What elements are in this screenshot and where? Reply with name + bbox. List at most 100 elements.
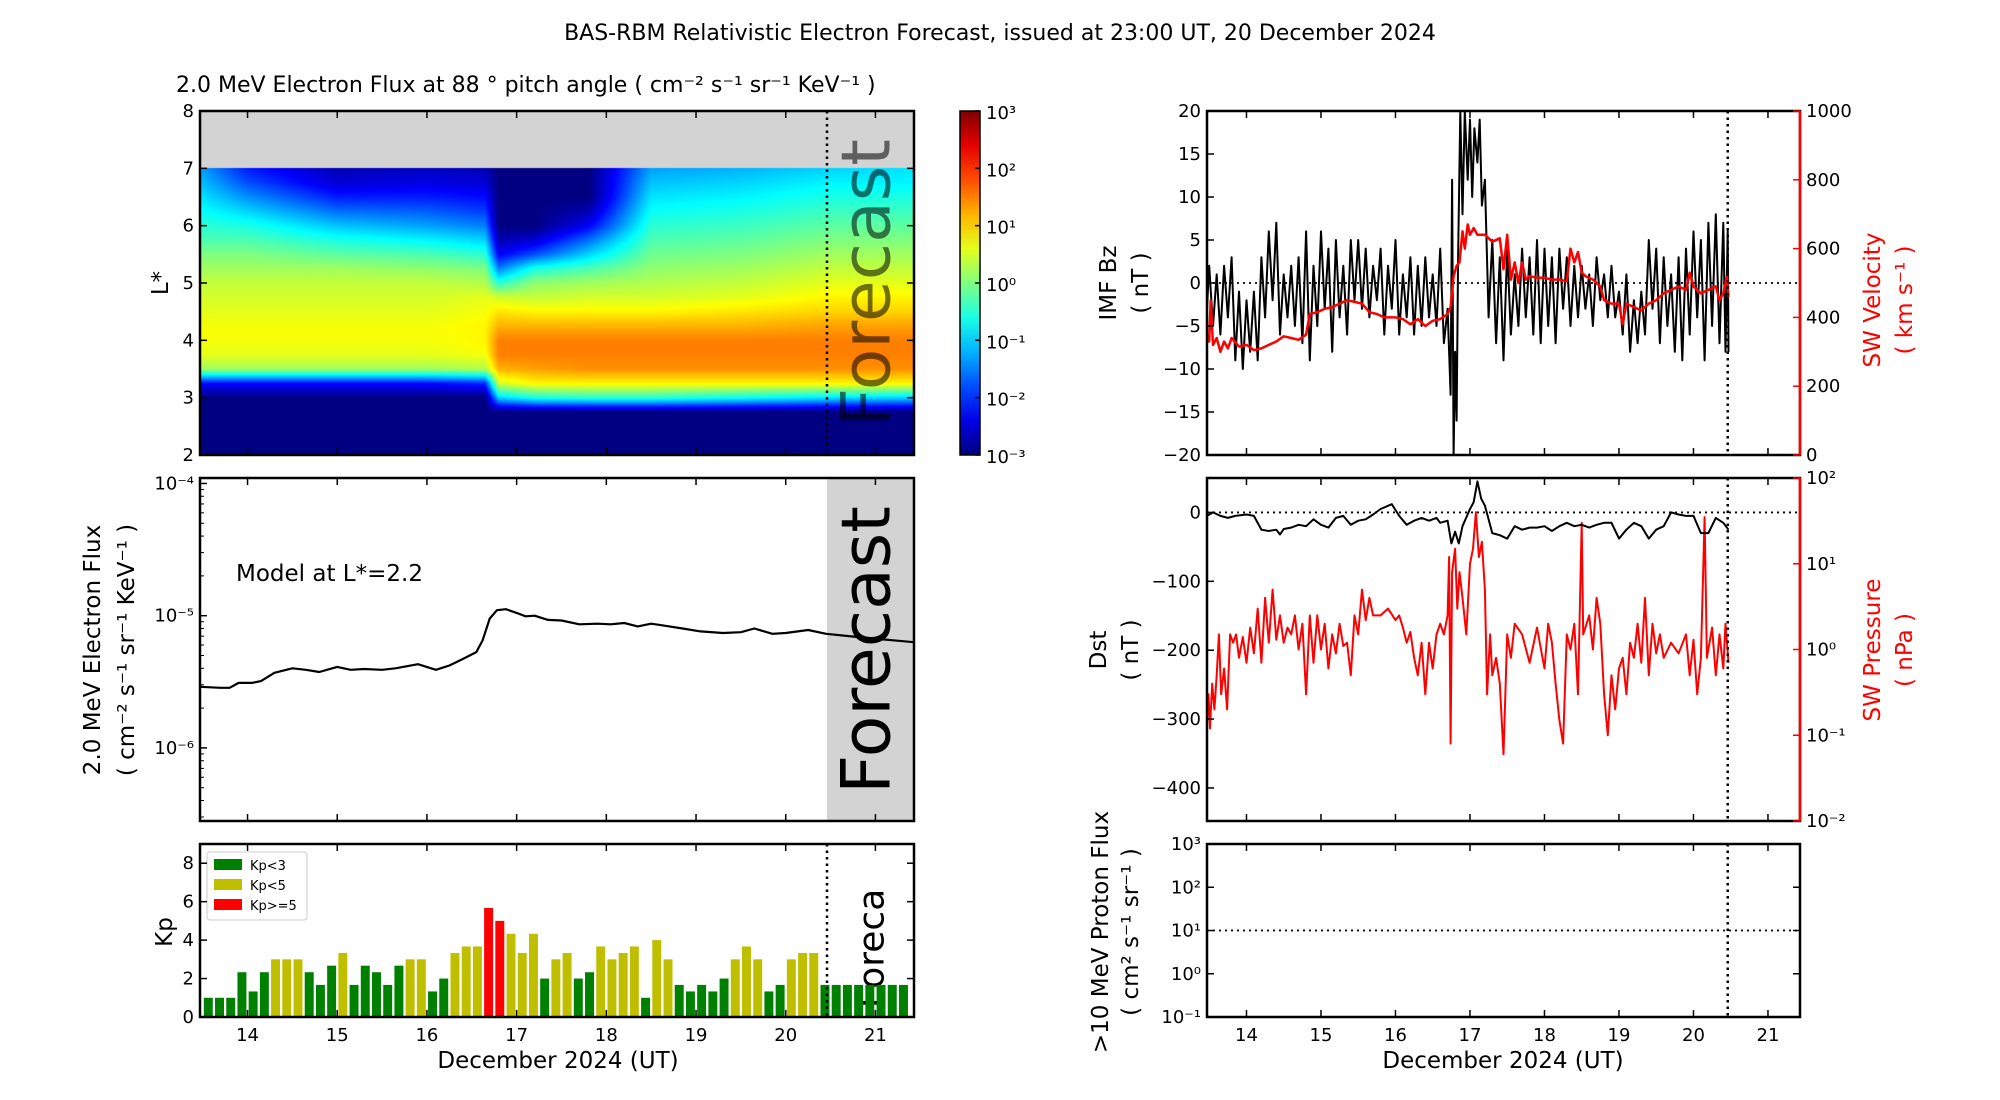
kp-axes xyxy=(198,842,916,1019)
kp-bar xyxy=(282,959,292,1017)
kp-bar xyxy=(887,984,897,1017)
model-annotation: Model at L*=2.2 xyxy=(236,561,423,587)
heatmap-axes xyxy=(198,109,916,457)
figure-title: BAS-RBM Relativistic Electron Forecast, … xyxy=(564,21,1436,46)
kp-bar xyxy=(405,959,415,1017)
y-tick-label: 200 xyxy=(1806,376,1840,397)
y-tick-label: 4 xyxy=(183,330,194,351)
kp-bar xyxy=(585,972,595,1017)
kp-bar xyxy=(697,984,707,1017)
y-tick-label: 2 xyxy=(183,445,194,466)
kp-bar xyxy=(226,997,236,1017)
kp-bar xyxy=(528,933,538,1017)
kp-bar xyxy=(484,908,494,1017)
kp-bar xyxy=(854,984,864,1017)
heatmap-ylabel: L* xyxy=(148,271,174,295)
kp-bar xyxy=(865,984,875,1017)
colorbar-tick-label: 10⁰ xyxy=(986,275,1016,296)
colorbar-tick-label: 10¹ xyxy=(986,218,1016,239)
y-tick-label: 0 xyxy=(183,1007,194,1028)
y-tick-label: 10⁻⁶ xyxy=(154,738,194,759)
y-tick-label: 10⁰ xyxy=(1806,640,1836,661)
y-tick-label: 5 xyxy=(183,273,194,294)
kp-bar xyxy=(629,946,639,1017)
y-tick-label: 800 xyxy=(1806,170,1840,191)
x-tick-label-prot: 17 xyxy=(1459,1025,1482,1046)
dst-line xyxy=(1207,480,1730,545)
x-tick-label-kp: 19 xyxy=(685,1025,708,1046)
forecast-shade xyxy=(826,478,914,821)
pressure-ylabel-units: ( nPa ) xyxy=(1892,613,1918,687)
y-tick-label: 10³ xyxy=(1171,834,1201,855)
kp-bar xyxy=(685,991,695,1017)
y-tick-label: −10 xyxy=(1163,359,1201,380)
kp-bar xyxy=(215,997,224,1017)
x-axis-label-right: December 2024 (UT) xyxy=(1382,1048,1623,1074)
legend-swatch xyxy=(214,899,242,910)
y-tick-label: 10⁰ xyxy=(1171,964,1201,985)
y-tick-label: 600 xyxy=(1806,239,1840,260)
forecast-label-flux: Forecast xyxy=(827,506,906,794)
velocity-ylabel-units: ( km s⁻¹ ) xyxy=(1892,246,1918,355)
y-tick-label: 8 xyxy=(183,853,194,874)
kp-bar xyxy=(562,952,572,1017)
kp-bar xyxy=(753,959,763,1017)
kp-ylabel: Kp xyxy=(152,917,178,947)
flux-ylabel: 2.0 MeV Electron Flux xyxy=(80,525,106,775)
velocity-ylabel: SW Velocity xyxy=(1860,233,1886,368)
electron-flux-heatmap xyxy=(200,111,914,455)
pressure-line xyxy=(1207,511,1730,756)
x-tick-label-kp: 14 xyxy=(236,1025,259,1046)
y-tick-label: 2 xyxy=(183,969,194,990)
kp-bar xyxy=(360,965,370,1017)
y-tick-label: −300 xyxy=(1152,709,1201,730)
proton-ylabel-units: ( cm² s⁻¹ sr⁻¹ ) xyxy=(1118,848,1144,1016)
kp-bar xyxy=(730,959,740,1017)
y-tick-label: 10⁻¹ xyxy=(1161,1007,1201,1028)
kp-bar xyxy=(271,959,281,1017)
y-tick-label: 10¹ xyxy=(1806,554,1836,575)
kp-bar xyxy=(383,984,393,1017)
y-tick-label: 6 xyxy=(183,216,194,237)
y-tick-label: −5 xyxy=(1174,316,1201,337)
flux-line xyxy=(200,608,914,689)
kp-bar xyxy=(798,952,808,1017)
kp-bar xyxy=(315,984,325,1017)
y-tick-label: 6 xyxy=(183,892,194,913)
y-tick-label: 10² xyxy=(1806,468,1836,489)
x-axis-label-left: December 2024 (UT) xyxy=(437,1048,678,1074)
kp-bar xyxy=(708,991,718,1017)
legend-label: Kp<3 xyxy=(250,859,286,874)
kp-bar xyxy=(371,972,381,1017)
colorbar-tick-label: 10² xyxy=(986,160,1016,181)
x-tick-label-kp: 18 xyxy=(595,1025,618,1046)
colorbar-tick-label: 10⁻³ xyxy=(986,447,1026,468)
x-tick-label-kp: 16 xyxy=(415,1025,438,1046)
kp-bar xyxy=(540,978,550,1017)
x-tick-label-kp: 15 xyxy=(326,1025,349,1046)
kp-bar xyxy=(551,959,561,1017)
x-tick-label-kp: 20 xyxy=(774,1025,797,1046)
kp-bar xyxy=(809,952,819,1017)
kp-bar xyxy=(674,984,684,1017)
y-tick-label: 20 xyxy=(1178,101,1201,122)
flux-axes xyxy=(198,476,916,823)
x-tick-label-kp: 17 xyxy=(505,1025,528,1046)
bz-ylabel: IMF Bz xyxy=(1096,245,1122,320)
kp-bar xyxy=(338,952,348,1017)
kp-bar xyxy=(831,984,841,1017)
kp-bar xyxy=(237,972,247,1017)
y-tick-label: 3 xyxy=(183,388,194,409)
kp-legend xyxy=(206,851,308,921)
forecast-label-heatmap: Forecast xyxy=(827,139,906,427)
y-tick-label: −200 xyxy=(1152,640,1201,661)
x-tick-label-prot: 15 xyxy=(1310,1025,1333,1046)
y-tick-label: 0 xyxy=(1190,502,1201,523)
y-tick-label: 8 xyxy=(183,101,194,122)
kp-bar xyxy=(786,959,796,1017)
kp-bar xyxy=(203,997,213,1017)
x-tick-label-prot: 20 xyxy=(1682,1025,1705,1046)
y-tick-label: 5 xyxy=(1190,230,1201,251)
colorbar-tick-label: 10³ xyxy=(986,103,1016,124)
